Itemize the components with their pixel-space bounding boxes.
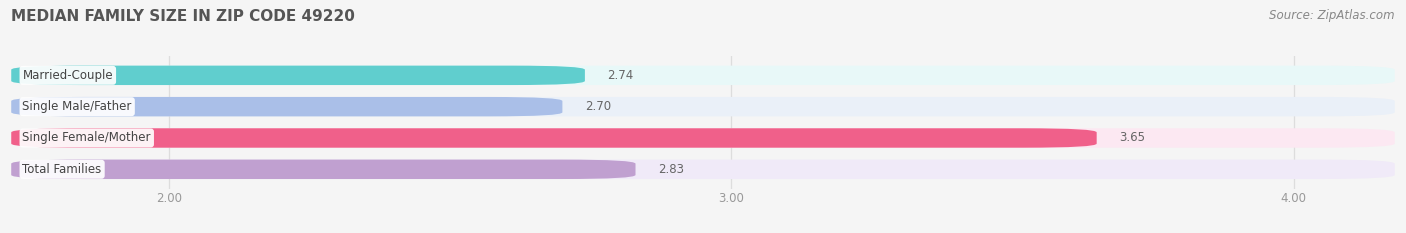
FancyBboxPatch shape bbox=[11, 97, 1395, 116]
FancyBboxPatch shape bbox=[11, 128, 1097, 148]
Text: Source: ZipAtlas.com: Source: ZipAtlas.com bbox=[1270, 9, 1395, 22]
FancyBboxPatch shape bbox=[11, 160, 1395, 179]
Text: Single Female/Mother: Single Female/Mother bbox=[22, 131, 150, 144]
FancyBboxPatch shape bbox=[11, 128, 1395, 148]
FancyBboxPatch shape bbox=[11, 66, 1395, 85]
Text: Total Families: Total Families bbox=[22, 163, 101, 176]
Text: Married-Couple: Married-Couple bbox=[22, 69, 112, 82]
FancyBboxPatch shape bbox=[11, 97, 562, 116]
Text: 2.74: 2.74 bbox=[607, 69, 634, 82]
FancyBboxPatch shape bbox=[11, 160, 636, 179]
Text: MEDIAN FAMILY SIZE IN ZIP CODE 49220: MEDIAN FAMILY SIZE IN ZIP CODE 49220 bbox=[11, 9, 356, 24]
Text: 2.70: 2.70 bbox=[585, 100, 612, 113]
Text: 3.65: 3.65 bbox=[1119, 131, 1144, 144]
Text: Single Male/Father: Single Male/Father bbox=[22, 100, 132, 113]
Text: 2.83: 2.83 bbox=[658, 163, 683, 176]
FancyBboxPatch shape bbox=[11, 66, 585, 85]
